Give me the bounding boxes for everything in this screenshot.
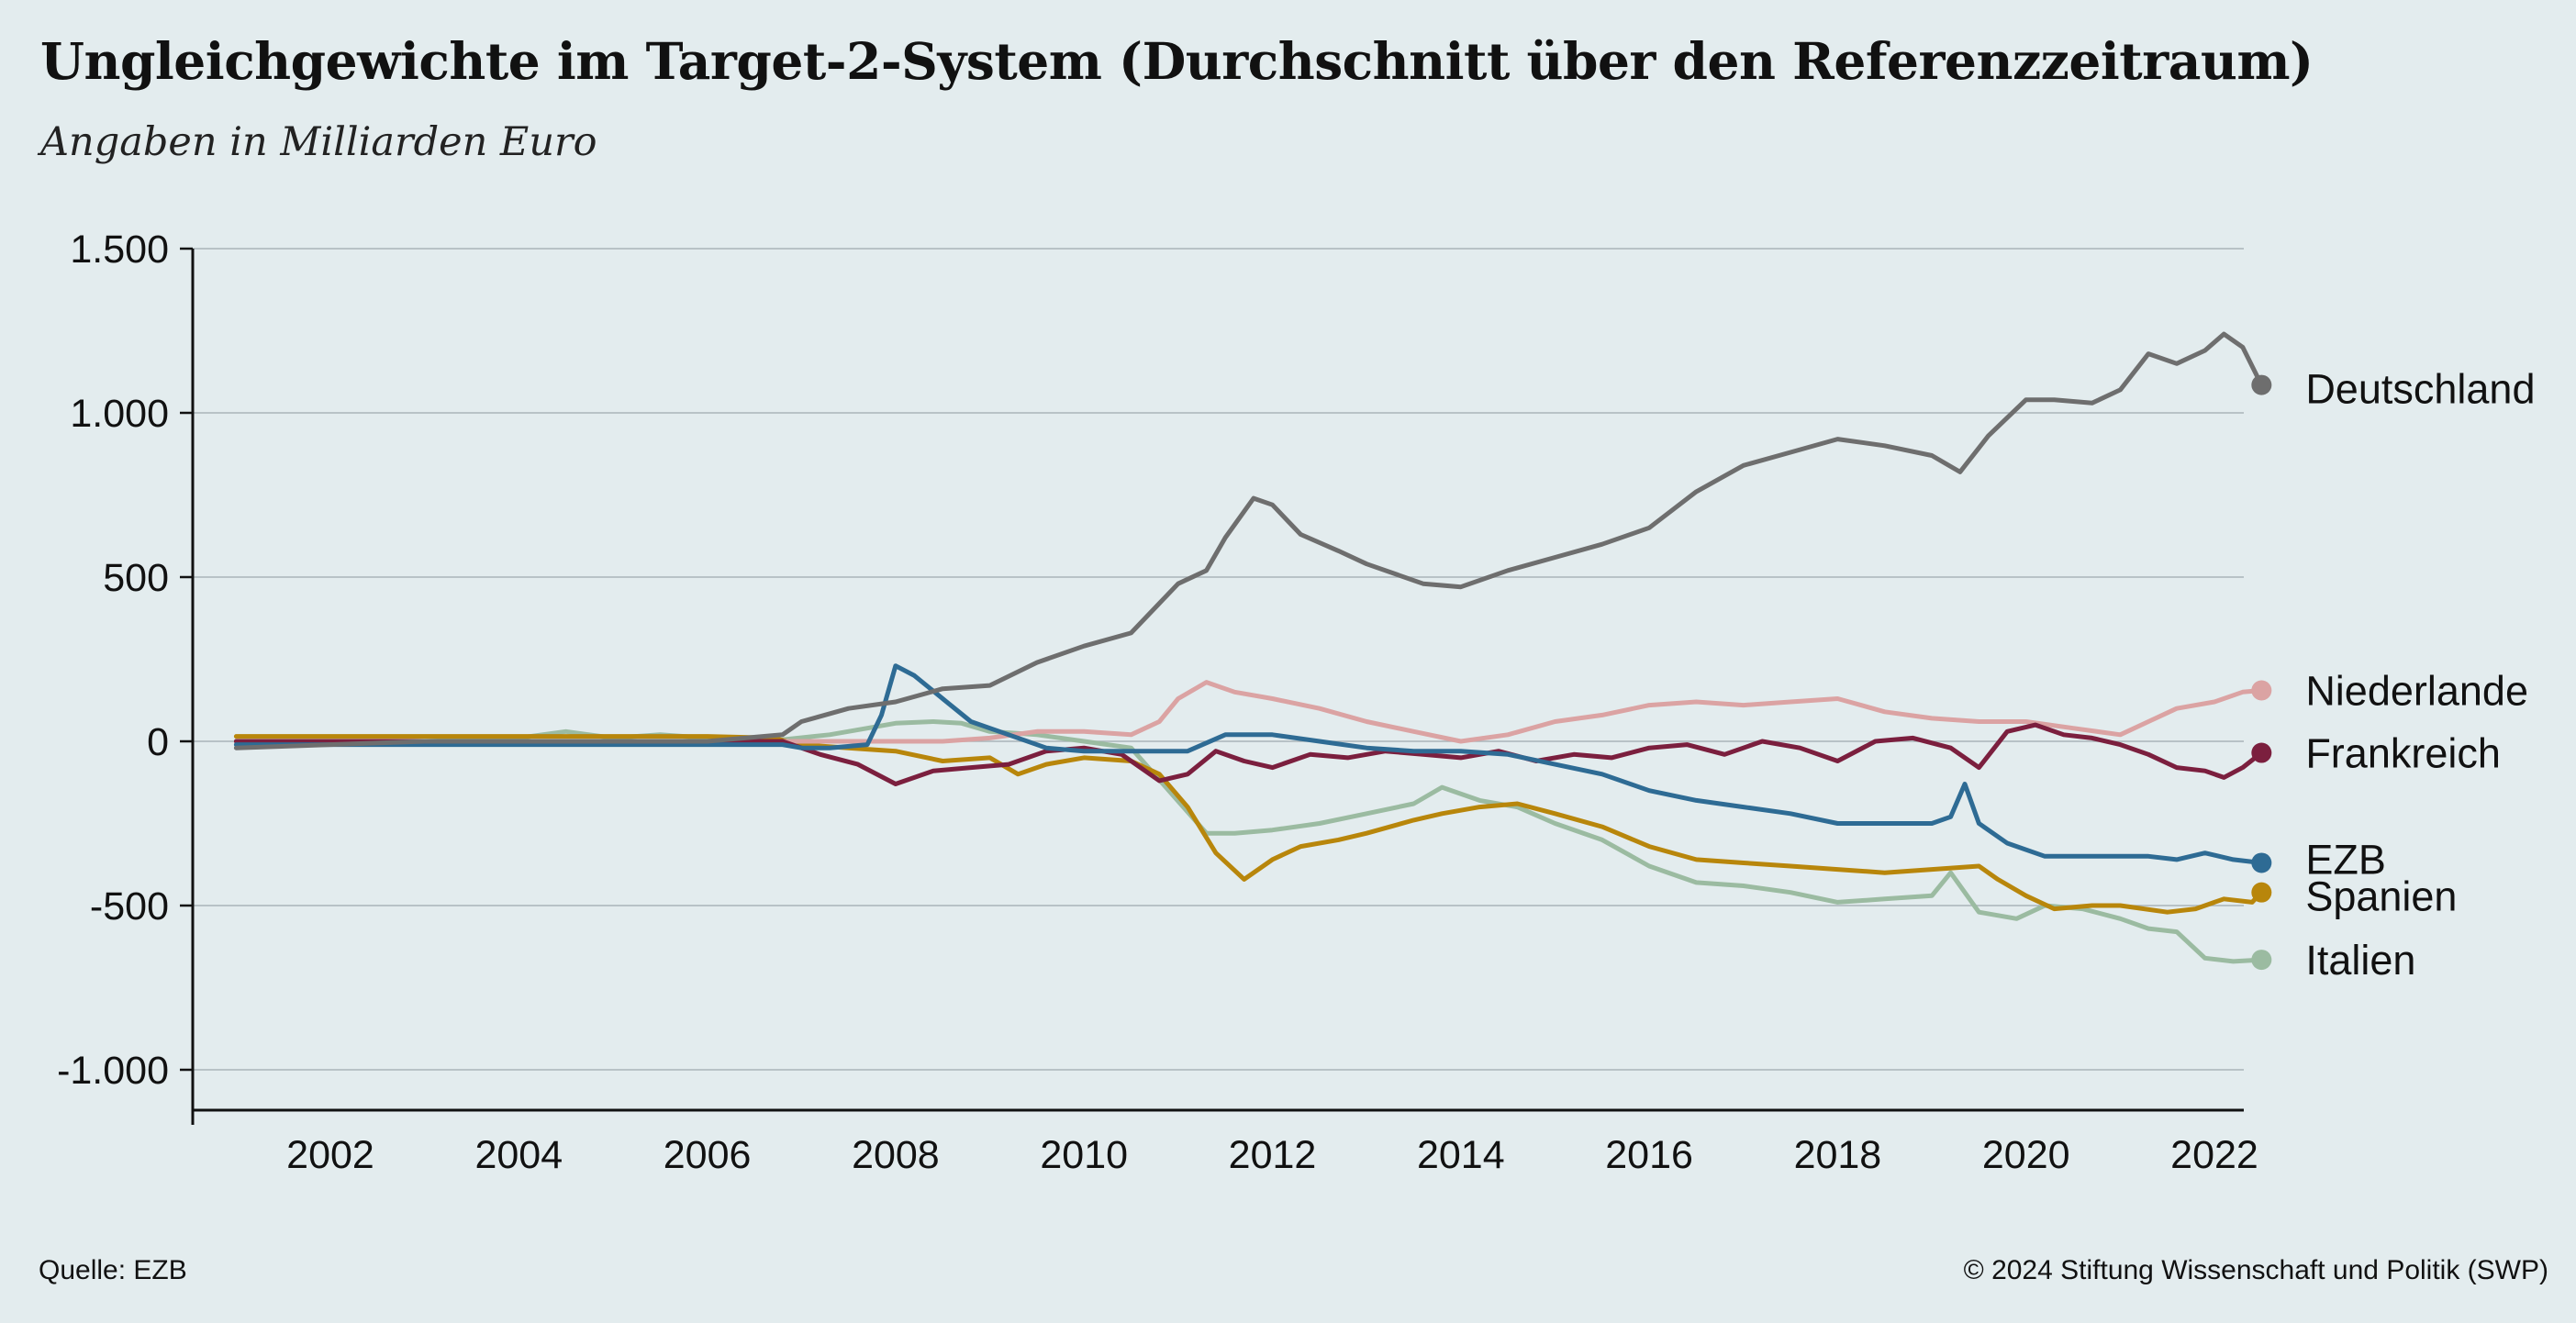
series-frankreich: Frankreich [233, 722, 2501, 786]
series-end-marker [2251, 852, 2272, 873]
x-tick-label: 2020 [1982, 1133, 2070, 1177]
x-tick-label: 2016 [1605, 1133, 1693, 1177]
y-tick-label: 0 [147, 720, 169, 764]
series-label: Italien [2305, 937, 2415, 984]
series-line [233, 331, 2264, 750]
series-end-marker [2251, 680, 2272, 701]
series-line [233, 722, 2264, 786]
series-label: Spanien [2305, 873, 2457, 920]
series-niederlande: Niederlande [233, 668, 2528, 744]
source-note: Quelle: EZB [39, 1255, 187, 1285]
series-label: Niederlande [2305, 668, 2528, 715]
x-tick-label: 2008 [852, 1133, 940, 1177]
series-end-marker [2251, 882, 2272, 903]
x-tick-label: 2014 [1417, 1133, 1505, 1177]
series-spanien: Spanien [233, 734, 2457, 920]
x-axis-ticks: 2002 2004 2006 2008 2010 2012 2014 2016 2018 2020… [286, 1133, 2258, 1177]
x-tick-label: 2022 [2170, 1133, 2258, 1177]
series-line [233, 663, 2264, 865]
x-tick-label: 2010 [1040, 1133, 1128, 1177]
x-tick-label: 2002 [286, 1133, 374, 1177]
x-tick-label: 2004 [474, 1133, 563, 1177]
y-axis-ticks: 1.500 1.000 500 0 -500 -1.000 [57, 228, 193, 1093]
y-tick-label: 1.000 [70, 392, 169, 436]
series-ezb: EZB [233, 663, 2386, 883]
series-group: Italien Spanien Niederlande Frankreich EZB De… [233, 331, 2535, 984]
y-tick-label: -500 [90, 884, 169, 928]
series-end-marker [2251, 950, 2272, 971]
x-tick-label: 2012 [1229, 1133, 1317, 1177]
y-tick-label: -1.000 [57, 1049, 169, 1093]
chart-subtitle: Angaben in Milliarden Euro [40, 119, 597, 165]
y-tick-label: 500 [103, 556, 169, 600]
series-label: EZB [2305, 836, 2386, 883]
x-tick-label: 2018 [1794, 1133, 1882, 1177]
gridlines [193, 248, 2244, 1071]
series-end-marker [2251, 742, 2272, 763]
y-tick-label: 1.500 [70, 228, 169, 272]
series-line [233, 719, 2264, 964]
series-italien: Italien [233, 719, 2415, 984]
chart-title: Ungleichgewichte im Target-2-System (Dur… [40, 31, 2314, 91]
series-line [233, 680, 2264, 744]
x-tick-label: 2006 [664, 1133, 752, 1177]
series-deutschland: Deutschland [233, 331, 2535, 750]
series-label: Frankreich [2305, 730, 2501, 777]
series-label: Deutschland [2305, 366, 2535, 413]
series-end-marker [2251, 374, 2272, 395]
copyright-note: © 2024 Stiftung Wissenschaft und Politik… [1963, 1255, 2548, 1285]
